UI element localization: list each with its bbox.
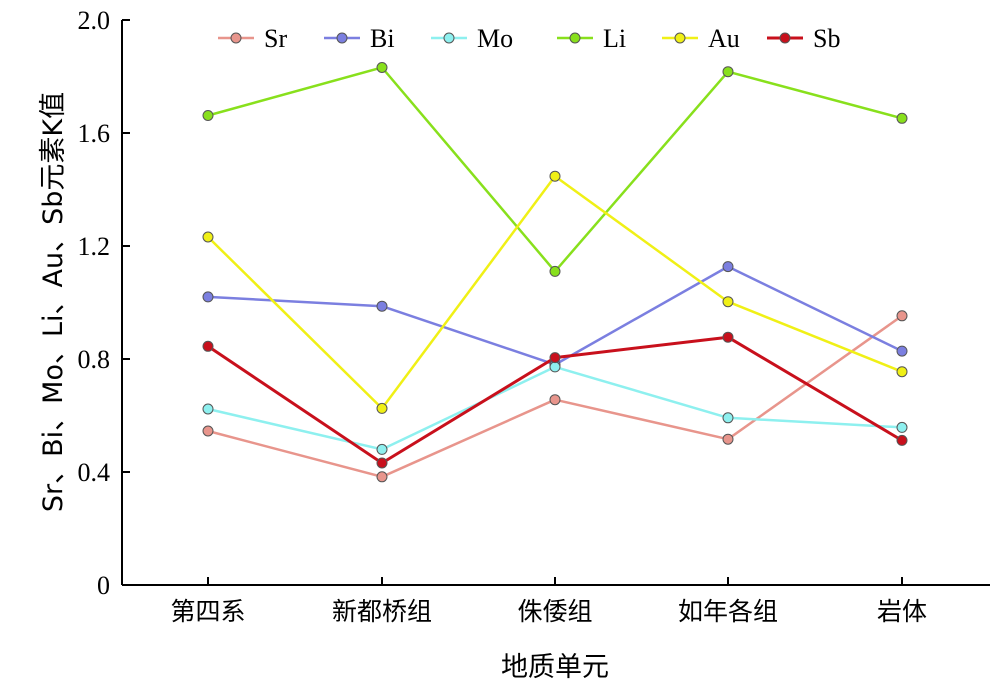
data-point-sr [896,310,908,322]
data-point-li [722,66,734,78]
legend: Sr Bi Mo Li Au Sb [218,24,840,53]
y-tick-label: 2.0 [78,6,111,35]
data-point-au [549,170,561,182]
data-point-sb [202,340,214,352]
legend-swatch-marker [443,32,455,44]
legend-swatch-marker [336,32,348,44]
data-point-au [376,402,388,414]
x-tick-label: 新都桥组 [332,597,432,626]
data-point-sb [549,352,561,364]
x-axis-title: 地质单元 [501,652,609,683]
x-tick-label: 第四系 [170,597,245,626]
data-point-bi [722,261,734,273]
data-point-li [896,112,908,124]
legend-item-bi: Bi [324,24,395,53]
data-point-li [202,110,214,121]
data-point-sb [376,457,388,469]
data-point-au [722,296,734,308]
series-line-au [207,174,903,410]
data-point-bi [202,291,214,303]
x-tick-label: 如年各组 [678,597,778,626]
legend-swatch-marker [779,32,791,44]
y-tick-label: 1.2 [78,232,111,261]
data-point-sr [722,433,734,445]
legend-label: Mo [477,24,513,53]
data-point-sr [376,471,388,483]
data-point-bi [376,300,388,312]
series-line-bi [207,265,903,366]
y-tick-label: 1.6 [78,119,111,148]
data-point-sr [549,394,561,406]
data-point-bi [896,345,908,357]
data-point-mo [202,403,214,415]
data-point-mo [722,412,734,424]
legend-label: Sr [264,24,287,53]
legend-label: Li [603,24,626,53]
x-tick-label: 侏倭组 [517,597,592,626]
legend-label: Bi [370,24,395,53]
legend-item-mo: Mo [431,24,513,53]
legend-item-sb: Sb [767,24,840,53]
data-point-mo [376,443,388,455]
legend-item-sr: Sr [218,24,287,53]
y-tick-label: 0.8 [78,345,111,374]
legend-label: Au [708,24,740,53]
y-axis-title: Sr、Bi、Mo、Li、Au、Sb元素K值 [38,92,69,512]
data-point-au [896,366,908,378]
legend-swatch-marker [674,32,686,44]
legend-swatch-marker [230,32,242,44]
data-point-sb [722,331,734,343]
x-ticks: 第四系 新都桥组 侏倭组 如年各组 岩体 [170,577,927,626]
legend-item-li: Li [557,24,626,53]
data-point-li [549,265,561,277]
y-tick-label: 0 [97,571,110,600]
data-point-sb [896,434,908,446]
x-tick-label: 岩体 [877,597,927,626]
legend-swatch-marker [569,32,581,44]
data-point-sr [202,425,214,437]
y-ticks: 0 0.4 0.8 1.2 1.6 2.0 [78,6,130,600]
y-tick-label: 0.4 [78,458,111,487]
data-point-mo [896,421,908,433]
series-points [202,62,908,483]
data-point-au [202,231,214,243]
legend-label: Sb [813,24,840,53]
data-point-li [376,62,388,73]
axes [121,20,990,586]
data-point-mo [549,361,561,373]
legend-item-au: Au [662,24,740,53]
series-line-li [207,66,903,273]
